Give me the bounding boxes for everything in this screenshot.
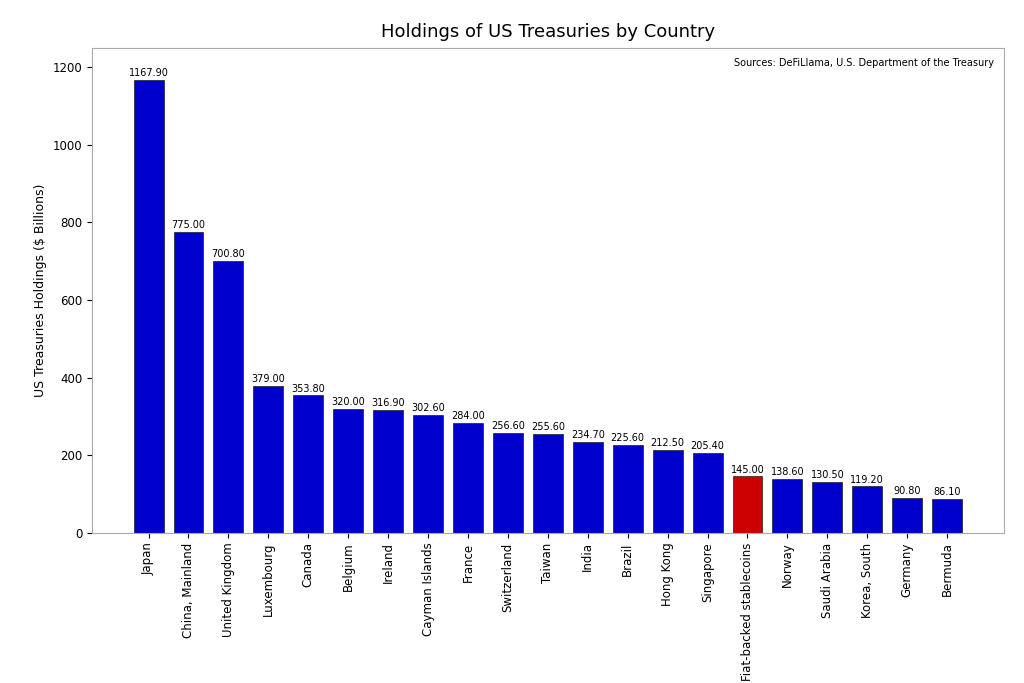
Text: 1167.90: 1167.90 [129, 68, 169, 78]
Bar [133, 80, 164, 533]
Title: Holdings of US Treasuries by Country: Holdings of US Treasuries by Country [381, 23, 715, 41]
Bar [173, 232, 204, 533]
Text: 212.50: 212.50 [650, 438, 685, 448]
Bar [572, 442, 603, 533]
Text: 302.60: 302.60 [412, 404, 445, 413]
Bar [293, 395, 324, 533]
Y-axis label: US Treasuries Holdings ($ Billions): US Treasuries Holdings ($ Billions) [34, 184, 47, 397]
Text: 130.50: 130.50 [810, 470, 844, 480]
Bar [892, 497, 923, 533]
Text: 316.90: 316.90 [372, 398, 404, 408]
Text: 379.00: 379.00 [252, 374, 286, 384]
Text: 284.00: 284.00 [452, 410, 484, 421]
Bar [453, 423, 483, 533]
Bar [812, 482, 843, 533]
Bar [612, 445, 643, 533]
Text: 225.60: 225.60 [610, 433, 645, 443]
Text: 353.80: 353.80 [292, 384, 326, 393]
Bar [732, 477, 763, 533]
Text: 700.80: 700.80 [212, 249, 246, 259]
Bar [213, 261, 244, 533]
Text: 86.10: 86.10 [933, 488, 961, 497]
Bar [413, 415, 443, 533]
Text: 234.70: 234.70 [570, 430, 605, 440]
Text: 90.80: 90.80 [894, 486, 921, 496]
Text: 320.00: 320.00 [332, 397, 366, 406]
Bar [532, 434, 563, 533]
Bar [493, 433, 523, 533]
Bar [373, 410, 403, 533]
Bar [772, 479, 803, 533]
Text: 205.40: 205.40 [690, 441, 725, 451]
Text: 256.60: 256.60 [490, 421, 525, 431]
Bar [652, 450, 683, 533]
Bar [852, 486, 883, 533]
Text: 145.00: 145.00 [730, 464, 764, 475]
Text: 255.60: 255.60 [530, 421, 565, 432]
Text: 138.60: 138.60 [771, 467, 804, 477]
Bar [253, 386, 284, 533]
Bar [932, 499, 963, 533]
Text: Sources: DeFiLlama, U.S. Department of the Treasury: Sources: DeFiLlama, U.S. Department of t… [734, 57, 994, 68]
Bar [692, 453, 723, 533]
Bar [333, 408, 364, 533]
Text: 119.20: 119.20 [850, 475, 884, 484]
Text: 775.00: 775.00 [171, 220, 206, 230]
